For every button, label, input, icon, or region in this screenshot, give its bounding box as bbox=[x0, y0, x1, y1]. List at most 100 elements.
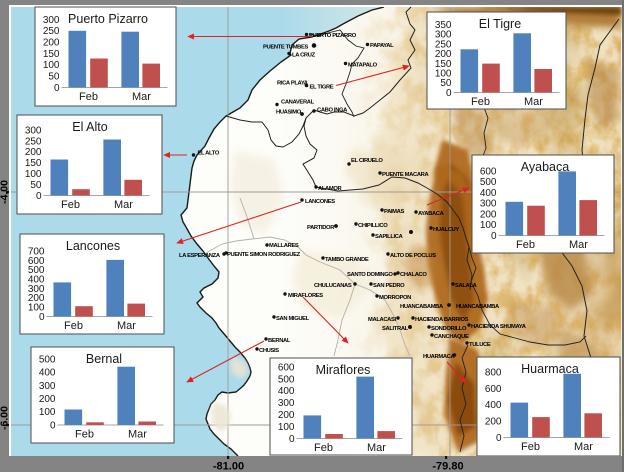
svg-text:200: 200 bbox=[25, 147, 42, 158]
svg-text:-79.80: -79.80 bbox=[432, 461, 463, 472]
svg-text:BERNAL: BERNAL bbox=[268, 338, 291, 344]
svg-text:EL ALTO: EL ALTO bbox=[198, 151, 220, 157]
svg-text:50: 50 bbox=[48, 72, 60, 83]
svg-text:100: 100 bbox=[43, 60, 60, 71]
svg-text:PAIMAS: PAIMAS bbox=[384, 209, 404, 215]
svg-text:HUARMACA: HUARMACA bbox=[423, 354, 455, 360]
svg-text:AYABACA: AYABACA bbox=[418, 211, 445, 217]
svg-text:600: 600 bbox=[28, 256, 45, 267]
svg-text:SANTO DOMINGO: SANTO DOMINGO bbox=[347, 272, 393, 278]
svg-text:300: 300 bbox=[278, 398, 295, 409]
svg-text:Mar: Mar bbox=[524, 96, 543, 108]
svg-text:300: 300 bbox=[480, 199, 497, 210]
svg-text:PUERTO PIZARRO: PUERTO PIZARRO bbox=[309, 33, 357, 39]
svg-text:Feb: Feb bbox=[61, 199, 80, 211]
svg-text:200: 200 bbox=[43, 38, 60, 49]
svg-text:LANCONES: LANCONES bbox=[305, 199, 335, 205]
svg-text:100: 100 bbox=[39, 407, 56, 418]
svg-text:350: 350 bbox=[435, 20, 452, 31]
svg-text:50: 50 bbox=[30, 180, 42, 191]
svg-text:600: 600 bbox=[485, 384, 502, 395]
svg-text:ALTO DE POCLUS: ALTO DE POCLUS bbox=[390, 253, 436, 259]
svg-text:HACIENDA SHUMAYA: HACIENDA SHUMAYA bbox=[471, 324, 527, 330]
svg-text:0: 0 bbox=[50, 420, 56, 431]
svg-text:Feb: Feb bbox=[75, 429, 94, 441]
svg-text:250: 250 bbox=[435, 39, 452, 50]
svg-text:LA ESPERANZA: LA ESPERANZA bbox=[179, 253, 221, 259]
svg-text:300: 300 bbox=[25, 125, 42, 136]
svg-text:200: 200 bbox=[435, 49, 452, 60]
svg-text:0: 0 bbox=[289, 434, 295, 445]
svg-text:SONDORILLO: SONDORILLO bbox=[431, 326, 467, 332]
svg-text:100: 100 bbox=[28, 303, 45, 314]
svg-text:Mar: Mar bbox=[117, 320, 136, 332]
svg-text:Mar: Mar bbox=[574, 441, 593, 453]
svg-text:100: 100 bbox=[278, 422, 295, 433]
svg-text:HUANCABAMBA: HUANCABAMBA bbox=[400, 304, 444, 310]
svg-text:250: 250 bbox=[25, 136, 42, 147]
svg-text:300: 300 bbox=[43, 15, 60, 26]
svg-text:CHIPILLICO: CHIPILLICO bbox=[358, 223, 388, 229]
svg-text:Mar: Mar bbox=[132, 91, 151, 103]
svg-text:150: 150 bbox=[435, 59, 452, 70]
svg-text:SAN MIGUEL: SAN MIGUEL bbox=[276, 316, 310, 322]
svg-text:Mar: Mar bbox=[367, 442, 386, 454]
svg-text:Feb: Feb bbox=[521, 441, 540, 453]
svg-text:CANAVERAL: CANAVERAL bbox=[281, 100, 315, 106]
svg-text:150: 150 bbox=[43, 49, 60, 60]
svg-text:MORROPON: MORROPON bbox=[379, 295, 411, 301]
svg-text:0: 0 bbox=[54, 83, 60, 94]
svg-text:El Alto: El Alto bbox=[72, 120, 107, 134]
svg-text:200: 200 bbox=[39, 394, 56, 405]
svg-text:MIRAFLORES: MIRAFLORES bbox=[288, 293, 323, 299]
svg-text:SAPILLICA: SAPILLICA bbox=[375, 234, 404, 240]
svg-text:200: 200 bbox=[480, 209, 497, 220]
svg-text:ALAMOR: ALAMOR bbox=[318, 186, 343, 192]
svg-text:SALALA: SALALA bbox=[455, 283, 478, 289]
svg-text:Feb: Feb bbox=[79, 91, 98, 103]
svg-text:PAPAYAL: PAPAYAL bbox=[370, 43, 394, 49]
svg-text:HUALCUY: HUALCUY bbox=[433, 227, 459, 233]
svg-text:Feb: Feb bbox=[64, 320, 83, 332]
svg-text:TAMBO GRANDE: TAMBO GRANDE bbox=[325, 257, 369, 263]
svg-text:Lancones: Lancones bbox=[66, 239, 120, 253]
svg-text:Mar: Mar bbox=[128, 429, 147, 441]
svg-text:Mar: Mar bbox=[569, 239, 588, 251]
svg-text:100: 100 bbox=[480, 220, 497, 231]
svg-text:150: 150 bbox=[25, 158, 42, 169]
svg-text:Feb: Feb bbox=[516, 239, 535, 251]
svg-text:300: 300 bbox=[28, 284, 45, 295]
svg-text:400: 400 bbox=[39, 368, 56, 379]
svg-text:LA CRUZ: LA CRUZ bbox=[292, 53, 316, 59]
svg-text:CHULUCANAS: CHULUCANAS bbox=[314, 283, 352, 289]
svg-text:0: 0 bbox=[496, 433, 502, 444]
svg-text:CHUSIS: CHUSIS bbox=[259, 348, 279, 354]
svg-text:EL CIRUELO: EL CIRUELO bbox=[351, 158, 383, 164]
svg-text:PUENTE TUMBES: PUENTE TUMBES bbox=[263, 45, 309, 51]
svg-text:400: 400 bbox=[480, 188, 497, 199]
svg-text:500: 500 bbox=[278, 374, 295, 385]
svg-text:400: 400 bbox=[485, 400, 502, 411]
svg-text:SAN PEDRO: SAN PEDRO bbox=[373, 283, 405, 289]
svg-text:400: 400 bbox=[278, 386, 295, 397]
svg-text:CHALACO: CHALACO bbox=[400, 272, 427, 278]
svg-text:TULUCE: TULUCE bbox=[469, 342, 491, 348]
svg-text:Huarmaca: Huarmaca bbox=[521, 362, 579, 376]
svg-text:-4.00: -4.00 bbox=[0, 180, 10, 204]
svg-text:PARTIDOR: PARTIDOR bbox=[307, 225, 335, 231]
svg-text:CANCHAQUE: CANCHAQUE bbox=[434, 334, 469, 340]
svg-text:Bernal: Bernal bbox=[86, 352, 122, 366]
svg-text:300: 300 bbox=[435, 30, 452, 41]
svg-text:800: 800 bbox=[485, 367, 502, 378]
svg-text:250: 250 bbox=[43, 26, 60, 37]
svg-text:-81.00: -81.00 bbox=[213, 461, 244, 472]
svg-text:200: 200 bbox=[28, 293, 45, 304]
svg-text:0: 0 bbox=[491, 231, 497, 242]
svg-text:El Tigre: El Tigre bbox=[479, 17, 521, 31]
svg-text:HACIENDA BARRIOS: HACIENDA BARRIOS bbox=[415, 317, 469, 323]
svg-text:700: 700 bbox=[28, 246, 45, 257]
svg-text:MATAPALO: MATAPALO bbox=[348, 63, 378, 69]
svg-text:RICA PLAYA: RICA PLAYA bbox=[277, 81, 309, 87]
svg-text:600: 600 bbox=[480, 166, 497, 177]
svg-text:100: 100 bbox=[25, 169, 42, 180]
